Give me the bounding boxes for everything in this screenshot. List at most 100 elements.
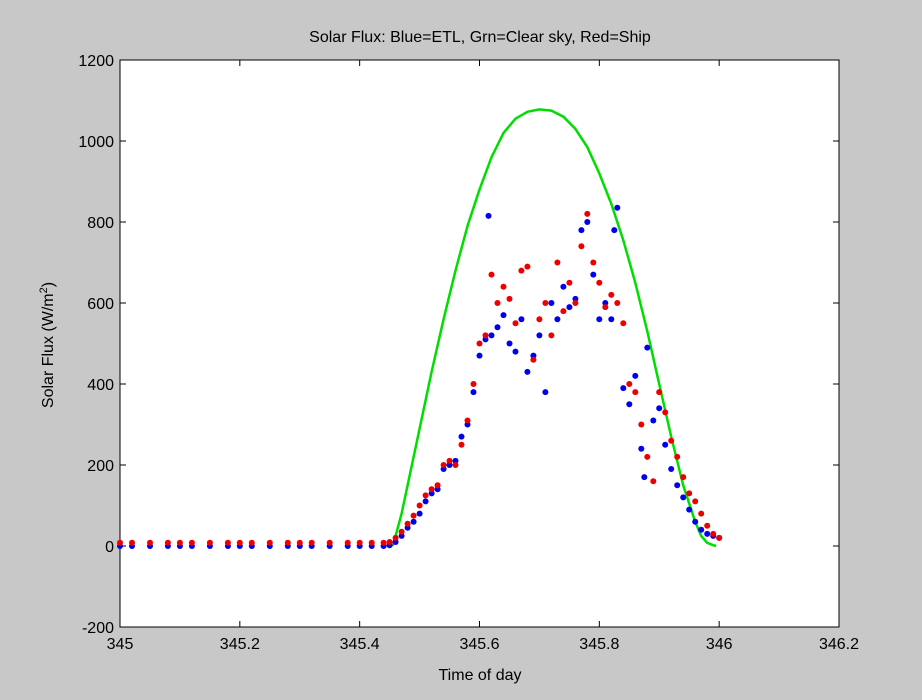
data-point [344,539,351,546]
data-point [422,492,429,499]
y-tick-label: -200 [82,620,114,637]
data-point [554,316,561,323]
data-point [308,539,315,546]
data-point [206,539,213,546]
data-point [626,381,633,387]
data-point [614,300,621,306]
data-point [608,291,615,298]
y-tick-label: 600 [87,296,114,313]
data-point [674,482,681,489]
data-point [404,520,411,527]
data-point [452,462,459,468]
data-point [410,518,417,525]
data-point [662,409,669,416]
data-point [614,204,621,211]
data-point [656,389,663,396]
data-point [644,453,651,460]
data-point [602,304,609,311]
data-point [611,227,618,234]
data-point [428,486,435,493]
data-point [680,474,687,481]
data-point [572,300,579,306]
data-point [578,227,585,234]
data-point [704,530,711,537]
data-point [542,389,549,396]
data-point [188,539,195,546]
y-tick-label: 0 [105,539,114,556]
data-point [566,304,573,311]
data-point [176,539,183,546]
y-axis-label-superscript: 2 [38,287,50,293]
data-point [554,259,561,266]
data-point [117,539,123,546]
data-point [716,534,723,541]
data-point [638,445,645,452]
data-point [494,300,501,306]
data-point [698,526,705,533]
data-point [572,295,579,302]
data-point [398,532,405,539]
data-point [404,524,411,531]
data-point [710,530,717,537]
data-point [224,539,231,546]
data-point [686,506,693,513]
y-axis-label-text: Solar Flux (W/m [40,293,57,408]
data-point [638,421,645,428]
data-point [434,482,441,489]
data-point [662,441,669,448]
data-point [452,457,459,464]
data-point [147,539,153,546]
data-point [164,539,171,546]
data-point [326,539,333,546]
data-point [506,295,513,302]
y-axis-ticks: -200 0 200 400 600 800 1000 1200 [78,53,839,637]
data-point [476,352,483,359]
data-point [380,539,387,546]
data-point [692,498,699,505]
data-point [416,502,423,509]
data-point [464,417,471,424]
data-point [518,316,525,323]
data-point [698,510,705,517]
data-point [560,283,567,290]
data-point [536,316,543,323]
x-tick-label: 345.2 [220,636,260,653]
data-point [680,494,687,501]
data-point [641,474,648,481]
data-point [422,498,429,505]
x-tick-label: 345 [107,636,134,653]
data-point [296,539,303,546]
data-point [704,522,711,529]
chart-title: Solar Flux: Blue=ETL, Grn=Clear sky, Red… [309,29,651,46]
data-point [482,332,489,339]
y-tick-label: 200 [87,458,114,475]
data-point [266,539,273,546]
data-point [590,271,597,278]
data-point [500,283,507,290]
data-point [530,352,537,359]
x-tick-label: 346 [706,636,733,653]
data-point [392,539,399,545]
data-point [578,243,585,250]
data-point [620,385,627,392]
data-point [476,340,483,347]
y-tick-label: 1000 [78,134,114,151]
data-point [488,332,495,339]
data-point [368,539,375,546]
data-point [620,320,627,327]
series-layer [117,108,723,549]
data-point [692,518,699,525]
x-axis-label: Time of day [439,667,522,684]
data-point [446,462,453,468]
data-point [608,316,615,323]
data-point [410,512,417,519]
data-point [668,466,675,472]
data-point [440,462,447,468]
data-point [284,539,291,546]
data-point [512,348,519,355]
data-point [548,332,555,339]
y-axis-label-close: ) [40,282,57,287]
data-point [518,267,525,274]
data-point [428,490,435,497]
data-point [512,320,519,327]
